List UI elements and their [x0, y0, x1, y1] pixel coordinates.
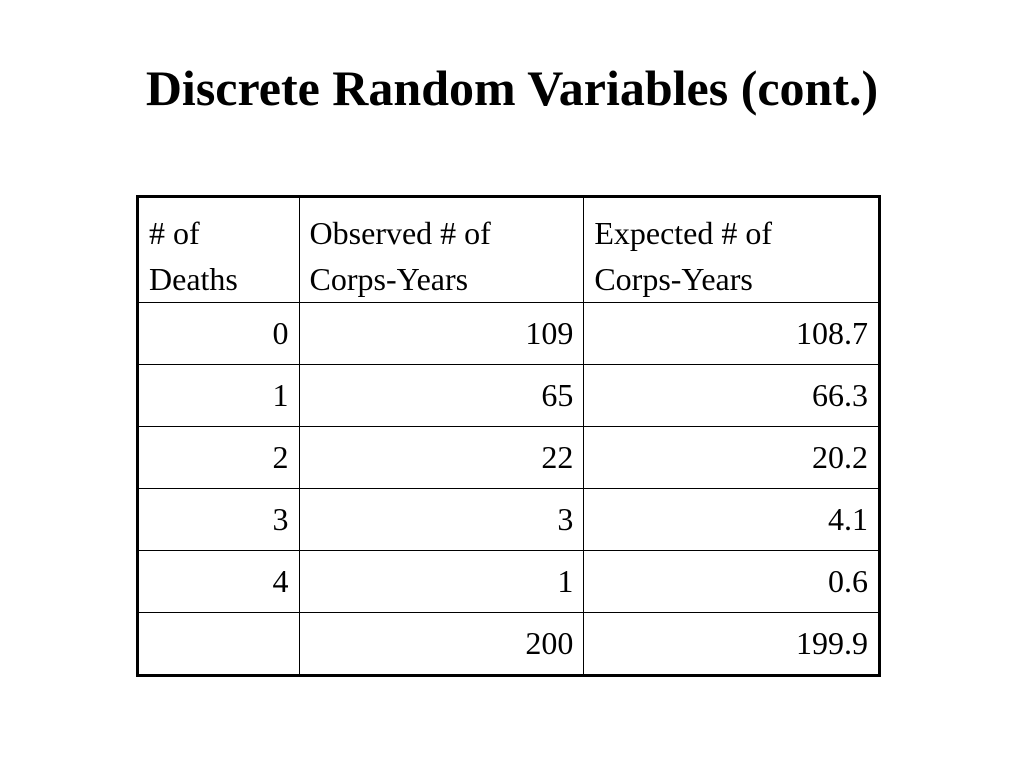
header-deaths: # of Deaths	[137, 196, 300, 303]
table-row: 3 3 4.1	[137, 488, 880, 551]
table-total-row: 200 199.9	[137, 612, 880, 676]
total-observed-cell: 200	[298, 612, 585, 676]
cell-observed: 1	[298, 550, 585, 613]
header-expected: Expected # of Corps-Years	[583, 196, 880, 303]
cell-deaths: 1	[137, 364, 300, 427]
total-expected-cell: 199.9	[583, 612, 880, 676]
cell-observed: 65	[298, 364, 585, 427]
cell-deaths: 4	[137, 550, 300, 613]
table-row: 4 1 0.6	[137, 550, 880, 613]
cell-deaths: 2	[137, 426, 300, 489]
slide-title: Discrete Random Variables (cont.)	[145, 60, 879, 116]
cell-expected: 108.7	[583, 302, 880, 365]
cell-expected: 20.2	[583, 426, 880, 489]
table-row: 0 109 108.7	[137, 302, 880, 365]
total-deaths-cell	[137, 612, 300, 676]
header-deaths-line2: Deaths	[149, 261, 238, 297]
table-header-row: # of Deaths Observed # of Corps-Years Ex…	[137, 196, 880, 303]
header-deaths-line1: # of	[149, 215, 200, 251]
header-observed-line1: Observed # of	[309, 215, 491, 251]
cell-observed: 109	[298, 302, 585, 365]
cell-observed: 22	[298, 426, 585, 489]
table-row: 1 65 66.3	[137, 364, 880, 427]
cell-deaths: 3	[137, 488, 300, 551]
cell-expected: 66.3	[583, 364, 880, 427]
cell-observed: 3	[298, 488, 585, 551]
table-row: 2 22 20.2	[137, 426, 880, 489]
cell-deaths: 0	[137, 302, 300, 365]
header-expected-line1: Expected # of	[594, 215, 773, 251]
header-expected-line2: Corps-Years	[594, 261, 753, 297]
cell-expected: 4.1	[583, 488, 880, 551]
poisson-data-table: # of Deaths Observed # of Corps-Years Ex…	[136, 195, 881, 677]
header-observed: Observed # of Corps-Years	[298, 196, 585, 303]
header-observed-line2: Corps-Years	[309, 261, 469, 297]
cell-expected: 0.6	[583, 550, 880, 613]
